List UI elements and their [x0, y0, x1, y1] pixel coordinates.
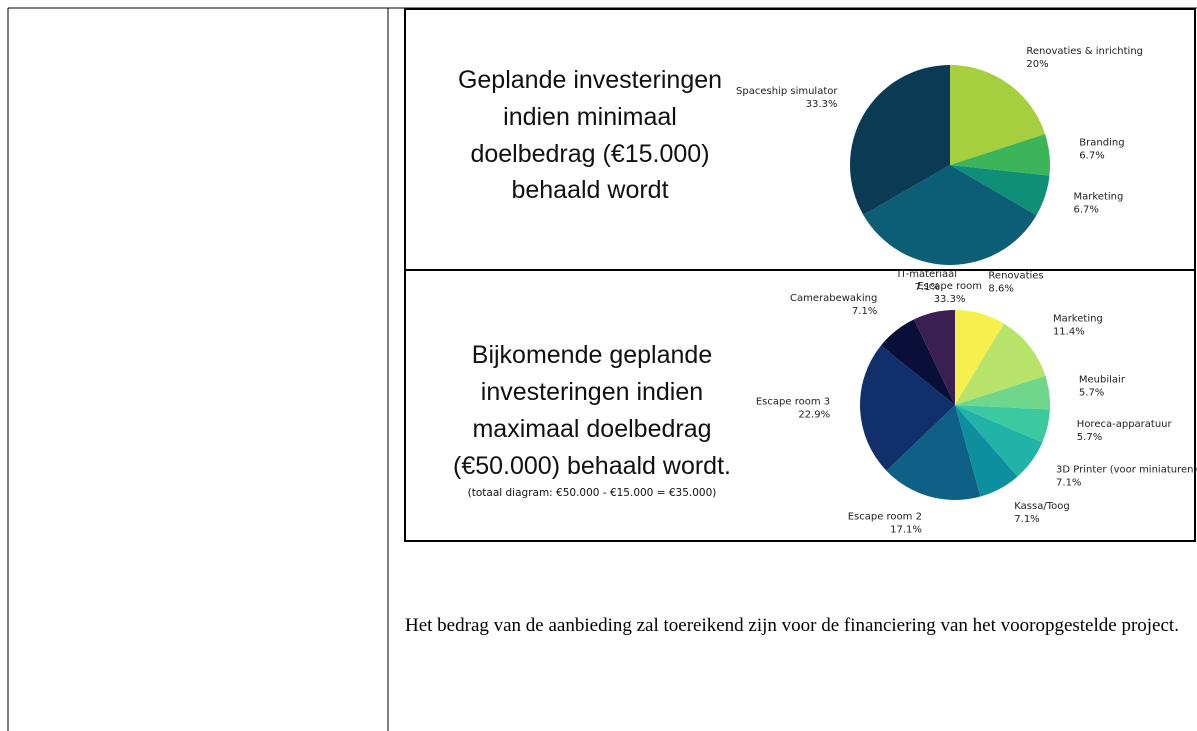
slice-value: 6.7% — [1074, 205, 1099, 216]
slice-label: Spaceship simulator — [736, 86, 838, 97]
slice-value: 7.1% — [1056, 478, 1081, 489]
pie-slice — [913, 310, 955, 405]
slice-label: Meubilair — [1079, 375, 1126, 386]
slice-value: 7.1% — [852, 306, 877, 317]
slice-value: 22.9% — [798, 410, 830, 421]
slice-value: 17.1% — [890, 525, 922, 536]
chart-title: indien minimaal — [503, 103, 677, 131]
pie-slice — [955, 405, 1018, 497]
pie-slice — [950, 134, 1050, 176]
chart-title: Bijkomende geplande — [472, 341, 712, 369]
chart-title: maximaal doelbedrag — [472, 415, 711, 443]
slice-label: Kassa/Toog — [1014, 501, 1069, 512]
chart-subtitle: (totaal diagram: €50.000 - €15.000 = €35… — [468, 487, 717, 499]
slice-label: Escape room 3 — [756, 397, 830, 408]
pie-slice — [955, 405, 1043, 477]
slice-value: 7.1% — [915, 282, 940, 293]
pie-slice — [950, 65, 1046, 165]
slice-label: Marketing — [1053, 313, 1103, 324]
slice-label: Renovaties — [988, 271, 1043, 282]
chart-title: (€50.000) behaald wordt. — [453, 452, 731, 480]
pie-slice — [886, 405, 981, 500]
pie-slice — [950, 165, 1050, 216]
pie-slice — [955, 323, 1046, 405]
pie-slice — [955, 375, 1051, 410]
slice-label: Branding — [1079, 138, 1124, 149]
slice-value: 7.1% — [1014, 514, 1039, 525]
slice-value: 5.7% — [1079, 388, 1104, 399]
slice-label: Camerabewaking — [790, 293, 877, 304]
slice-label: IT-materiaal — [897, 269, 957, 280]
slice-value: 33.3% — [934, 294, 966, 305]
slice-label: Escape room 2 — [848, 512, 922, 523]
slice-value: 5.7% — [1077, 432, 1102, 443]
chart-title: investeringen indien — [481, 378, 703, 406]
chart-title: behaald wordt — [511, 176, 668, 204]
slice-label: Marketing — [1074, 192, 1124, 203]
slice-value: 33.3% — [806, 99, 838, 110]
slice-value: 6.7% — [1079, 151, 1104, 162]
pie-slice — [880, 319, 955, 405]
slice-value: 20% — [1026, 59, 1048, 70]
chart-title: Geplande investeringen — [458, 66, 722, 94]
slice-label: 3D Printer (voor miniaturen) — [1056, 465, 1197, 476]
pie-slice — [860, 345, 955, 471]
slice-label: Renovaties & inrichting — [1026, 46, 1143, 57]
slice-value: 8.6% — [988, 284, 1013, 295]
paragraph: Het bedrag van de aanbieding zal toereik… — [405, 615, 1179, 636]
image-frame — [404, 8, 1196, 542]
slice-value: 11.4% — [1053, 326, 1085, 337]
pie-slice — [955, 405, 1050, 443]
chart-title: doelbedrag (€15.000) — [470, 140, 709, 168]
slice-label: Escape room — [917, 281, 982, 292]
pie-slice — [955, 310, 1004, 405]
pie-slice — [850, 64, 951, 215]
slice-label: Horeca-apparatuur — [1077, 419, 1173, 430]
pie-slice — [863, 165, 1037, 265]
